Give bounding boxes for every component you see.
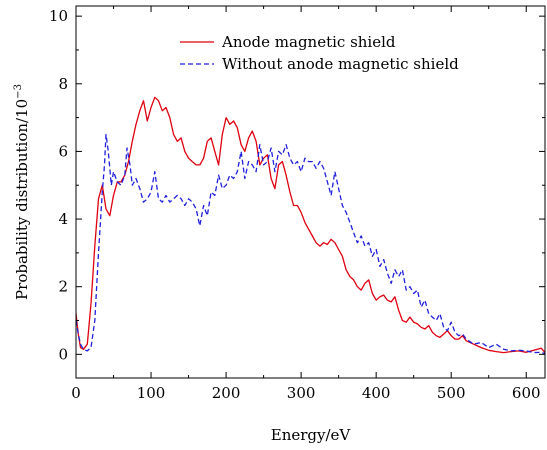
y-tick-label: 0 — [58, 345, 68, 363]
x-tick-label: 400 — [362, 384, 391, 402]
y-tick-label: 2 — [58, 278, 68, 296]
x-tick-label: 300 — [287, 384, 316, 402]
legend-label-anode: Anode magnetic shield — [221, 33, 396, 51]
series-line-anode — [75, 96, 546, 354]
y-axis-title-main: Probability distribution/10 — [13, 99, 31, 300]
y-tick-label: 8 — [58, 75, 68, 93]
x-tick-label: 200 — [212, 384, 241, 402]
y-tick-label: 4 — [58, 210, 68, 228]
x-tick-label: 600 — [512, 384, 541, 402]
legend: Anode magnetic shield Without anode magn… — [180, 33, 459, 73]
x-tick-label: 100 — [137, 384, 166, 402]
y-tick-label: 10 — [49, 7, 68, 25]
y-tick-label: 6 — [58, 142, 68, 160]
series-line-without-anode — [75, 133, 546, 355]
y-axis-title: Probability distribution/10−3 — [13, 84, 31, 300]
x-axis-title: Energy/eV — [271, 426, 352, 444]
axis-ticks: 0 100 200 300 400 500 600 0 2 4 6 8 10 — [49, 6, 545, 402]
plot-frame — [75, 5, 546, 379]
legend-label-without-anode: Without anode magnetic shield — [222, 55, 459, 73]
y-axis-title-exponent: −3 — [13, 84, 24, 99]
series-layer — [75, 96, 546, 355]
x-tick-label: 0 — [71, 384, 81, 402]
x-tick-label: 500 — [437, 384, 466, 402]
